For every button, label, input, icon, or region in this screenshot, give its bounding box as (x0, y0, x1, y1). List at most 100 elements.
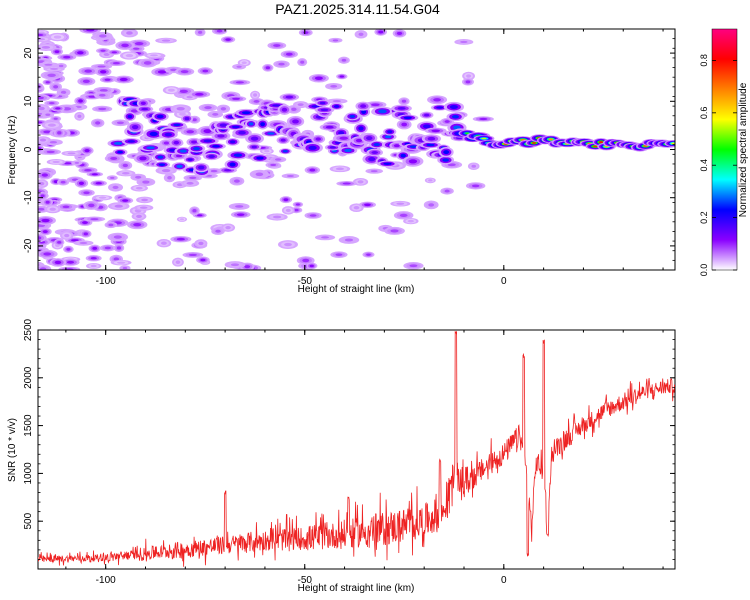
spectrogram-blob (48, 102, 55, 105)
spectrogram-blob (309, 264, 314, 268)
spectrogram-blob (43, 252, 52, 256)
spectrogram-blob (127, 140, 135, 143)
spectrogram-blob (184, 116, 190, 121)
spectrogram-blob (46, 150, 55, 154)
snr-y-axis-label: SNR (10 * v/v) (7, 418, 18, 482)
snr-x-tick-label: 0 (501, 575, 507, 586)
spectrogram-blob (251, 145, 258, 149)
spectrogram-blob (187, 158, 193, 161)
spectrogram-blob (167, 175, 172, 180)
snr-x-tick-label: -100 (96, 575, 116, 586)
spectrogram-blob (186, 130, 195, 134)
spectrogram-blob (66, 247, 71, 251)
spectrogram-blob (260, 122, 266, 127)
spectrogram-blob (202, 69, 209, 73)
spectrogram-blob (253, 100, 260, 103)
spectrogram-blob (176, 164, 183, 169)
spectrogram-blob (130, 109, 138, 113)
spectrogram-blob (220, 107, 227, 111)
spectrogram-blob (332, 100, 342, 103)
spectrogram-blob (216, 29, 223, 33)
spectrogram-blob (481, 137, 487, 140)
spectrogram-blob (311, 105, 320, 108)
spectrogram-blob (74, 161, 80, 164)
spectrogram-blob (83, 232, 88, 236)
spectrogram-blob (92, 246, 98, 250)
spectrogram-blob (234, 179, 240, 183)
spectrogram-blob (108, 223, 114, 227)
snr-y-tick-label: 2000 (23, 366, 34, 389)
spectrogram-blob (236, 65, 242, 68)
spectrogram-blob (57, 131, 62, 135)
spectrogram-blob (280, 138, 286, 142)
spectrogram-blob (193, 146, 200, 151)
spectrogram-blob (41, 45, 51, 49)
spectrogram-blob (113, 257, 119, 261)
spectrogram-blob (217, 134, 225, 138)
spectrogram-blob (267, 132, 275, 135)
spectrogram-blob (78, 181, 85, 185)
spectrogram-blob (38, 121, 43, 124)
spectrogram-blob (90, 264, 97, 268)
spectrogram-blob (449, 104, 458, 109)
spectrogram-blob (88, 203, 95, 208)
spectrogram-blob (295, 203, 300, 206)
spectrogram-blob (297, 103, 304, 107)
spectrogram-blob (104, 78, 111, 81)
spectrogram-blob (466, 74, 472, 78)
spectrogram-blob (332, 39, 339, 42)
spectrogram-blob (321, 236, 330, 239)
snr-y-tick-label: 2500 (23, 318, 34, 341)
spectrogram-blob (170, 68, 178, 72)
snr-line (38, 330, 675, 567)
spectrogram-blob (49, 141, 58, 144)
spectrogram-blob (400, 153, 406, 158)
spectrogram-blob (219, 123, 228, 127)
snr-ticks: -100 -50 0 500 1000 1500 2000 2500 (23, 318, 675, 586)
spectrogram-blob (204, 106, 212, 110)
snr-x-axis-label: Height of straight line (km) (298, 583, 415, 594)
spectrogram-blob (250, 136, 259, 141)
spectrogram-blob (91, 173, 99, 176)
spectrogram-blob (248, 122, 254, 126)
spectrogram-blob (423, 124, 431, 129)
spectrogram-blob (49, 207, 56, 211)
spectrogram-y-tick-label: -10 (23, 190, 34, 205)
spectrogram-blob (465, 132, 470, 135)
spectrogram-blob (232, 97, 241, 100)
spectrogram-blob (320, 108, 329, 112)
spectrogram-blob (272, 104, 281, 107)
spectrogram-blob (54, 50, 60, 54)
spectrogram-blob (471, 184, 480, 188)
spectrogram-blob (112, 185, 119, 189)
spectrogram-blob (378, 30, 384, 34)
spectrogram-blob (366, 253, 371, 256)
spectrogram-blob (113, 235, 122, 239)
spectrogram-blob (136, 214, 142, 218)
spectrogram-blob (335, 167, 345, 171)
colorbar: 0.0 0.2 0.4 0.6 0.8 Normalized spectral ampl… (699, 28, 749, 276)
spectrogram-blob (203, 129, 212, 134)
spectrogram-blob (84, 149, 90, 153)
spectrogram-blob (60, 180, 66, 184)
spectrogram-blob (54, 260, 62, 265)
spectrogram-blob (189, 176, 197, 180)
spectrogram-blob (38, 207, 45, 211)
spectrogram-blob (403, 116, 412, 120)
spectrogram-blob (283, 198, 289, 202)
spectrogram-blob (149, 131, 158, 137)
spectrogram-blob (98, 107, 107, 111)
spectrogram-blob (315, 137, 321, 141)
spectrogram-blob (366, 136, 373, 141)
spectrogram-blob (270, 163, 277, 167)
spectrogram-blob (368, 157, 376, 162)
spectrogram-blob (83, 191, 90, 195)
spectrogram-blob (134, 41, 144, 46)
spectrogram-blob (215, 229, 221, 233)
spectrogram-blob (45, 113, 51, 116)
spectrogram-blob (113, 141, 123, 145)
spectrogram-blob (361, 109, 367, 114)
spectrogram-blob (200, 258, 206, 262)
spectrogram-blob (230, 263, 240, 267)
